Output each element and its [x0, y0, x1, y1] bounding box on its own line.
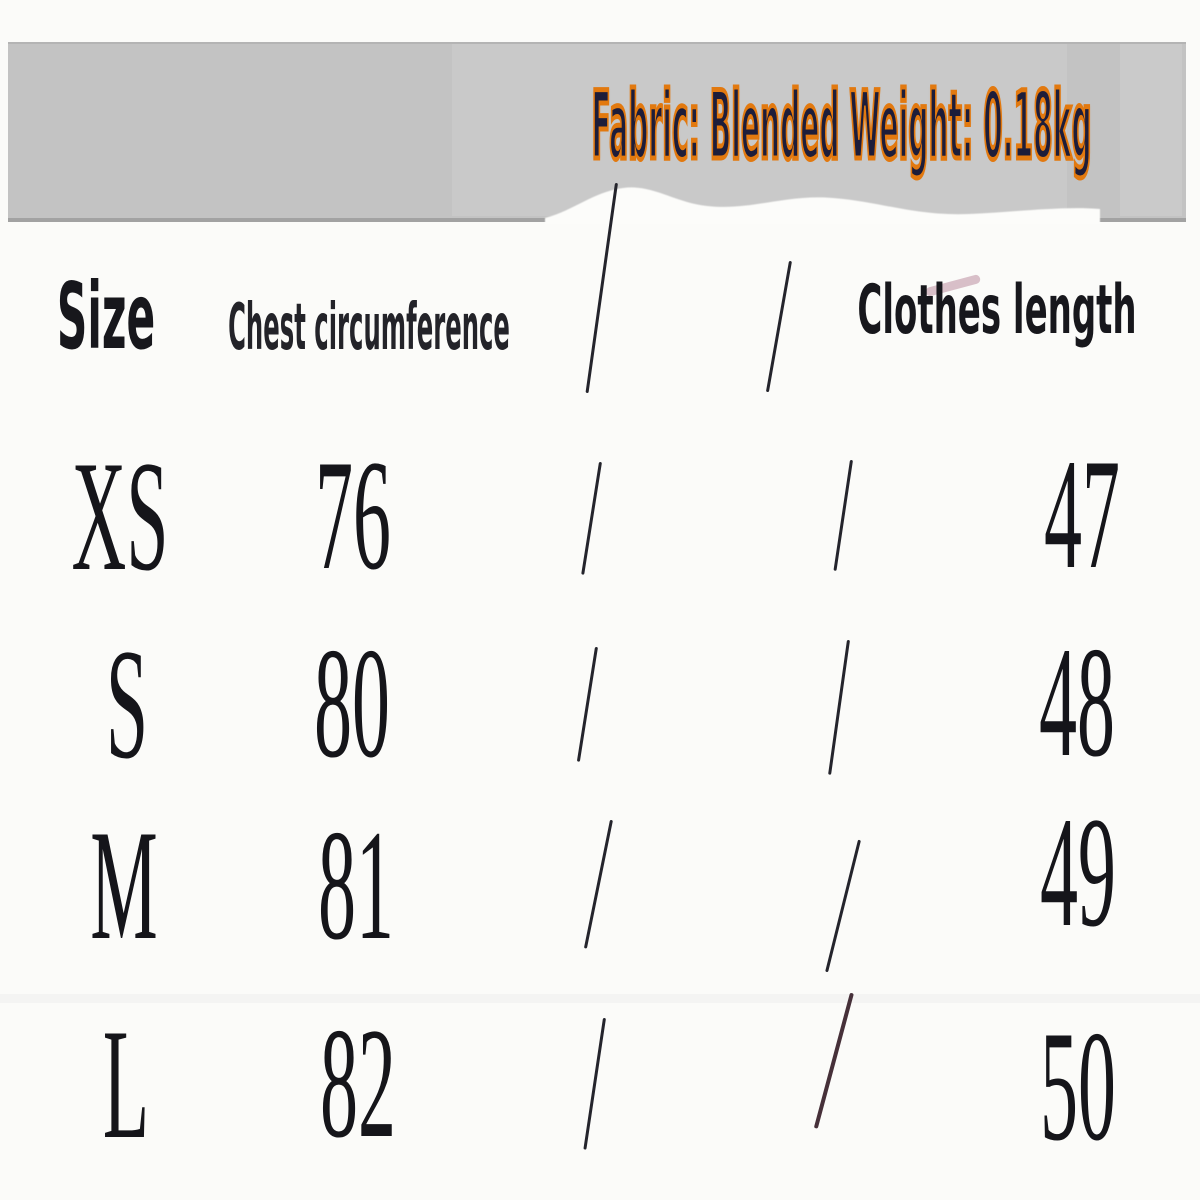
table-row-l-chest: 82	[320, 996, 396, 1171]
table-row-m-size: M	[90, 798, 158, 973]
table-row-l-length: 50	[1040, 999, 1116, 1174]
slash-mark	[833, 459, 853, 571]
slash-mark	[583, 1017, 606, 1150]
header-chest-circumference: Chest circumference	[228, 291, 510, 365]
table-row-m-chest: 81	[318, 798, 394, 973]
slash-mark	[828, 639, 850, 775]
slash-mark	[576, 646, 598, 762]
slash-mark	[583, 819, 613, 949]
fabric-info-banner	[8, 42, 1186, 222]
banner-light-patch	[452, 44, 1067, 216]
table-row-s-chest: 80	[314, 616, 390, 791]
table-row-xs-length: 47	[1044, 427, 1120, 602]
slash-mark	[825, 839, 861, 973]
table-row-xs-size: XS	[71, 429, 169, 604]
scan-noise-artifact	[0, 994, 1200, 1003]
table-row-s-size: S	[105, 617, 149, 792]
table-row-s-length: 48	[1039, 615, 1115, 790]
banner-title-wrap: Fabric: Blended Weight: 0.18kg	[8, 72, 1186, 181]
table-row-l-size: L	[102, 997, 150, 1172]
slash-mark	[813, 992, 854, 1129]
header-clothes-length: Clothes length	[857, 271, 1137, 350]
table-row-xs-chest: 76	[315, 428, 391, 603]
header-size: Size	[56, 263, 156, 370]
fabric-weight-title: Fabric: Blended Weight: 0.18kg	[591, 72, 1093, 181]
banner-light-patch	[1120, 44, 1182, 216]
banner-tear-artifact	[545, 187, 1100, 224]
slash-mark	[581, 461, 602, 575]
table-row-m-length: 49	[1040, 785, 1116, 960]
